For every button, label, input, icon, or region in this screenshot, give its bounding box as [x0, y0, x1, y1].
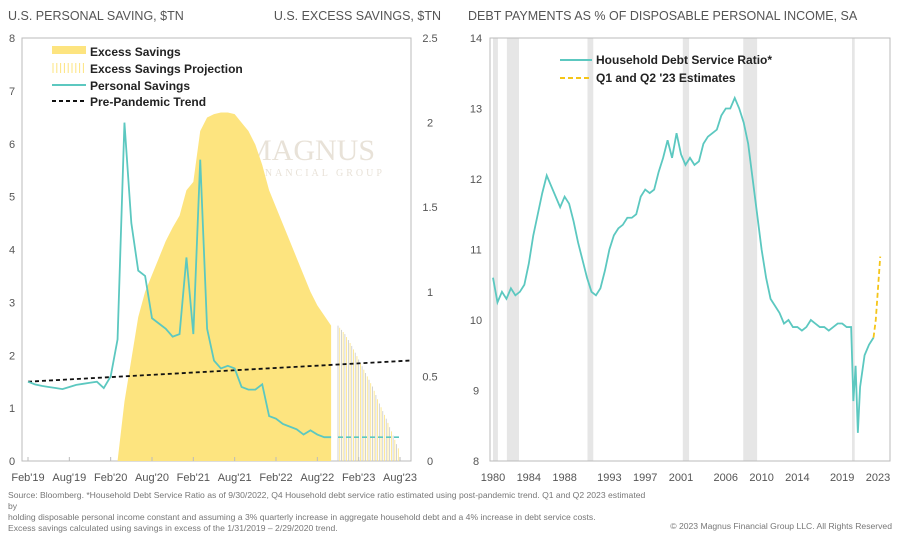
footnote-line: Excess savings calculated using savings … [8, 523, 338, 533]
x-tick-label: Feb'19 [11, 472, 44, 484]
recession-band [852, 38, 855, 461]
y-right-tick: 1 [427, 287, 433, 299]
y-left-tick: 1 [9, 403, 15, 415]
x-tick-label: 1988 [552, 472, 576, 484]
x-tick-label: 2023 [866, 472, 890, 484]
x-tick-label: Feb'20 [94, 472, 127, 484]
x-tick-label: Feb'23 [342, 472, 375, 484]
y-right-tick: 2 [427, 118, 433, 130]
x-tick-label: 1980 [481, 472, 505, 484]
copyright: © 2023 Magnus Financial Group LLC. All R… [670, 521, 892, 531]
x-tick-label: 2001 [669, 472, 693, 484]
y-right-tick: 2.5 [422, 33, 437, 45]
y-tick: 10 [470, 315, 482, 327]
y-tick: 12 [470, 174, 482, 186]
left-chart-title: U.S. PERSONAL SAVING, $TN [8, 9, 184, 23]
legend-label: Household Debt Service Ratio* [596, 53, 772, 67]
right-chart-title: DEBT PAYMENTS AS % OF DISPOSABLE PERSONA… [468, 9, 858, 23]
watermark-logo: MAGNUS [245, 134, 375, 167]
recession-band [682, 38, 690, 461]
y-tick: 14 [470, 33, 482, 45]
x-tick-label: Aug'22 [300, 472, 334, 484]
y-left-tick: 4 [9, 245, 15, 257]
recession-band [743, 38, 758, 461]
legend-label: Excess Savings [90, 45, 181, 59]
y-tick: 13 [470, 104, 482, 116]
y-left-tick: 2 [9, 350, 15, 362]
y-right-tick: 0 [427, 456, 433, 468]
x-tick-label: 1993 [597, 472, 621, 484]
y-tick: 8 [473, 456, 479, 468]
y-right-tick: 1.5 [422, 202, 437, 214]
y-right-tick: 0.5 [422, 371, 437, 383]
footnote-line: holding disposable personal income const… [8, 512, 596, 522]
pre-pandemic-trend-line [27, 359, 411, 383]
x-tick-label: Aug'20 [135, 472, 169, 484]
y-left-tick: 6 [9, 139, 15, 151]
personal-savings-line [27, 122, 332, 439]
x-tick-label: 2014 [785, 472, 809, 484]
x-tick-label: 2006 [714, 472, 738, 484]
x-tick-label: 2019 [830, 472, 854, 484]
y-left-tick: 8 [9, 33, 15, 45]
estimates-line [872, 256, 882, 338]
x-tick-label: Aug'19 [52, 472, 86, 484]
y-left-tick: 0 [9, 456, 15, 468]
recession-band [493, 38, 498, 461]
debt-service-ratio-line [492, 95, 875, 433]
x-tick-label: Feb'22 [259, 472, 292, 484]
x-tick-label: 2010 [749, 472, 773, 484]
x-tick-label: 1984 [517, 472, 541, 484]
legend-label: Pre-Pandemic Trend [90, 95, 206, 109]
legend-label: Personal Savings [90, 79, 190, 93]
y-tick: 9 [473, 386, 479, 398]
x-tick-label: Aug'21 [218, 472, 252, 484]
x-tick-label: Feb'21 [177, 472, 210, 484]
y-tick: 11 [470, 245, 481, 257]
x-tick-label: 1997 [633, 472, 657, 484]
footnote: Source: Bloomberg. *Household Debt Servi… [8, 490, 648, 534]
recession-band [506, 38, 519, 461]
y-left-tick: 7 [9, 86, 15, 98]
watermark-subtext: FINANCIAL GROUP [250, 168, 385, 179]
legend-label: Q1 and Q2 '23 Estimates [596, 71, 736, 85]
footnote-line: Source: Bloomberg. *Household Debt Servi… [8, 490, 646, 511]
y-left-tick: 3 [9, 297, 15, 309]
y-left-tick: 5 [9, 192, 15, 204]
legend-label: Excess Savings Projection [90, 62, 243, 76]
legend-swatch-excess [52, 46, 86, 54]
left-chart-right-title: U.S. EXCESS SAVINGS, $TN [274, 9, 441, 23]
plot-frame [489, 37, 891, 462]
recession-band [587, 38, 594, 461]
x-tick-label: Aug'23 [383, 472, 417, 484]
